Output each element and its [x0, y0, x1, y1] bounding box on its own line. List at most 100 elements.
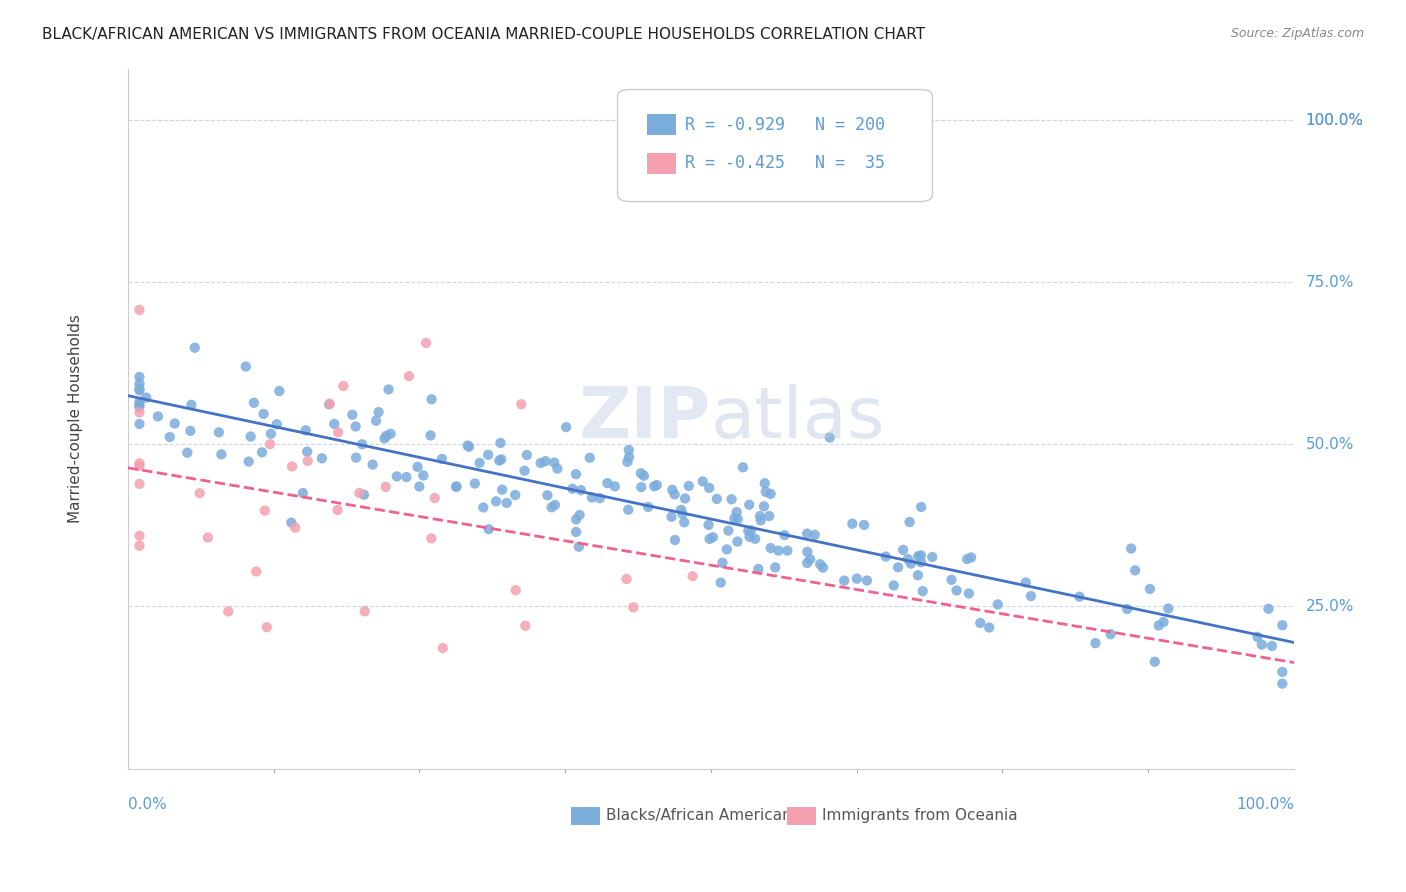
Point: [1139, 582, 1161, 596]
Point: [717, 524, 740, 538]
Point: [420, 392, 443, 407]
Point: [256, 620, 278, 634]
Point: [353, 488, 375, 502]
Point: [332, 379, 354, 393]
Point: [669, 503, 692, 517]
Point: [146, 409, 169, 424]
Point: [128, 458, 150, 473]
Point: [941, 573, 963, 587]
Point: [423, 491, 446, 505]
Point: [617, 450, 640, 464]
Point: [883, 578, 905, 592]
Point: [238, 454, 260, 468]
Point: [1069, 590, 1091, 604]
Point: [716, 542, 738, 557]
Point: [408, 479, 430, 493]
Point: [415, 335, 437, 350]
Point: [1157, 601, 1180, 615]
Point: [945, 583, 967, 598]
Point: [280, 516, 302, 530]
Point: [875, 549, 897, 564]
Text: ZIP: ZIP: [579, 384, 711, 453]
Point: [910, 500, 932, 514]
Point: [725, 505, 748, 519]
Point: [616, 455, 638, 469]
Point: [128, 398, 150, 412]
Point: [406, 459, 429, 474]
Point: [374, 431, 396, 445]
Point: [128, 370, 150, 384]
Point: [796, 545, 818, 559]
Point: [135, 391, 157, 405]
Text: Immigrants from Oceania: Immigrants from Oceania: [821, 808, 1018, 823]
Point: [569, 483, 592, 497]
Point: [361, 458, 384, 472]
Point: [180, 398, 202, 412]
Point: [544, 498, 567, 512]
Point: [697, 481, 720, 495]
Point: [711, 556, 734, 570]
Point: [568, 540, 591, 554]
Point: [803, 528, 825, 542]
Point: [444, 480, 467, 494]
Point: [1099, 627, 1122, 641]
Point: [910, 549, 932, 563]
Point: [419, 428, 441, 442]
Point: [159, 430, 181, 444]
Point: [645, 478, 668, 492]
Text: BLACK/AFRICAN AMERICAN VS IMMIGRANTS FROM OCEANIA MARRIED-COUPLE HOUSEHOLDS CORR: BLACK/AFRICAN AMERICAN VS IMMIGRANTS FRO…: [42, 27, 925, 42]
Point: [128, 377, 150, 392]
Point: [555, 420, 578, 434]
Point: [128, 529, 150, 543]
Point: [725, 534, 748, 549]
Point: [540, 500, 562, 515]
Point: [617, 442, 640, 457]
Point: [253, 503, 276, 517]
Point: [491, 452, 513, 467]
Point: [907, 549, 929, 564]
Point: [748, 509, 770, 524]
Point: [297, 454, 319, 468]
Point: [581, 491, 603, 505]
Point: [596, 476, 619, 491]
Point: [1257, 601, 1279, 615]
Point: [326, 425, 349, 440]
Point: [1019, 589, 1042, 603]
FancyBboxPatch shape: [647, 153, 676, 174]
Point: [505, 583, 527, 598]
Point: [209, 447, 232, 461]
Point: [128, 400, 150, 414]
Point: [1015, 575, 1038, 590]
Point: [128, 417, 150, 431]
Text: atlas: atlas: [711, 384, 886, 453]
Point: [956, 552, 979, 566]
Point: [911, 584, 934, 599]
Point: [900, 557, 922, 571]
Point: [811, 560, 834, 574]
Point: [367, 405, 389, 419]
Point: [702, 530, 724, 544]
Text: 100.0%: 100.0%: [1306, 113, 1364, 128]
Point: [969, 615, 991, 630]
Point: [987, 598, 1010, 612]
Point: [630, 466, 652, 480]
Point: [375, 429, 398, 443]
Text: Source: ZipAtlas.com: Source: ZipAtlas.com: [1230, 27, 1364, 40]
Point: [697, 518, 720, 533]
Point: [891, 543, 914, 558]
Point: [352, 437, 374, 451]
Point: [921, 549, 943, 564]
Point: [856, 574, 879, 588]
Point: [706, 491, 728, 506]
Point: [326, 503, 349, 517]
Point: [853, 517, 876, 532]
Point: [664, 487, 686, 501]
Point: [907, 568, 929, 582]
Point: [565, 467, 588, 482]
Point: [832, 574, 855, 588]
Point: [294, 423, 316, 437]
FancyBboxPatch shape: [787, 807, 815, 824]
Point: [723, 511, 745, 525]
Point: [957, 586, 980, 600]
Point: [818, 431, 841, 445]
